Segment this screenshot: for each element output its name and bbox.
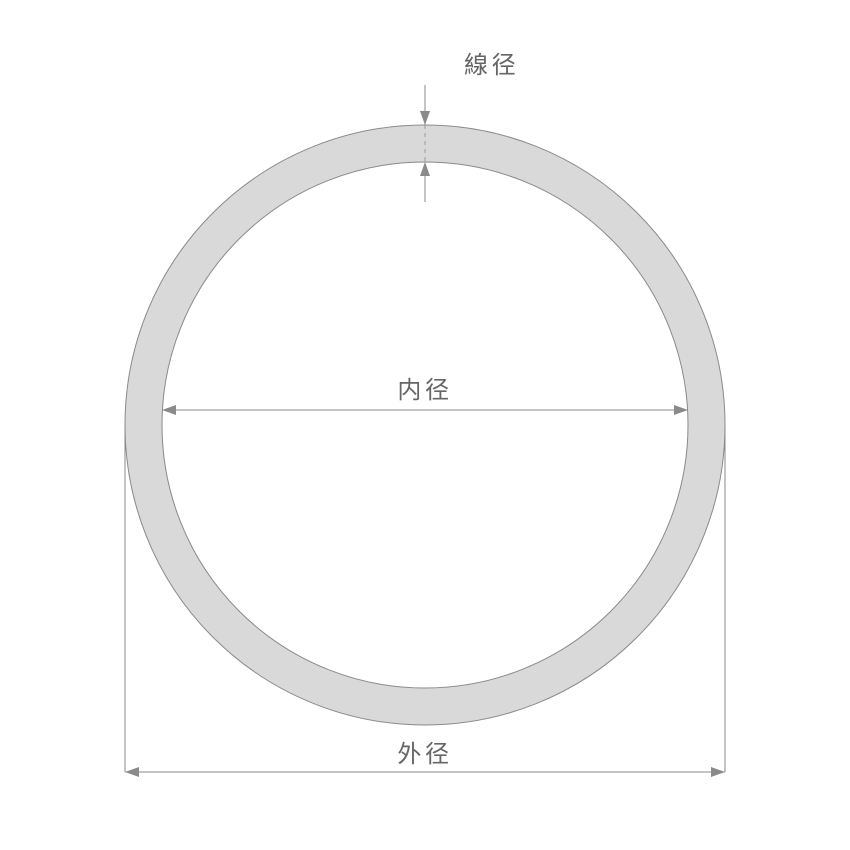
outer-diameter-label: 外径 (397, 741, 452, 768)
wire-diameter-label: 線径 (464, 52, 519, 79)
inner-diameter-label: 内径 (397, 377, 452, 404)
ring-dimension-diagram: 内径外径 線径 (0, 0, 850, 850)
